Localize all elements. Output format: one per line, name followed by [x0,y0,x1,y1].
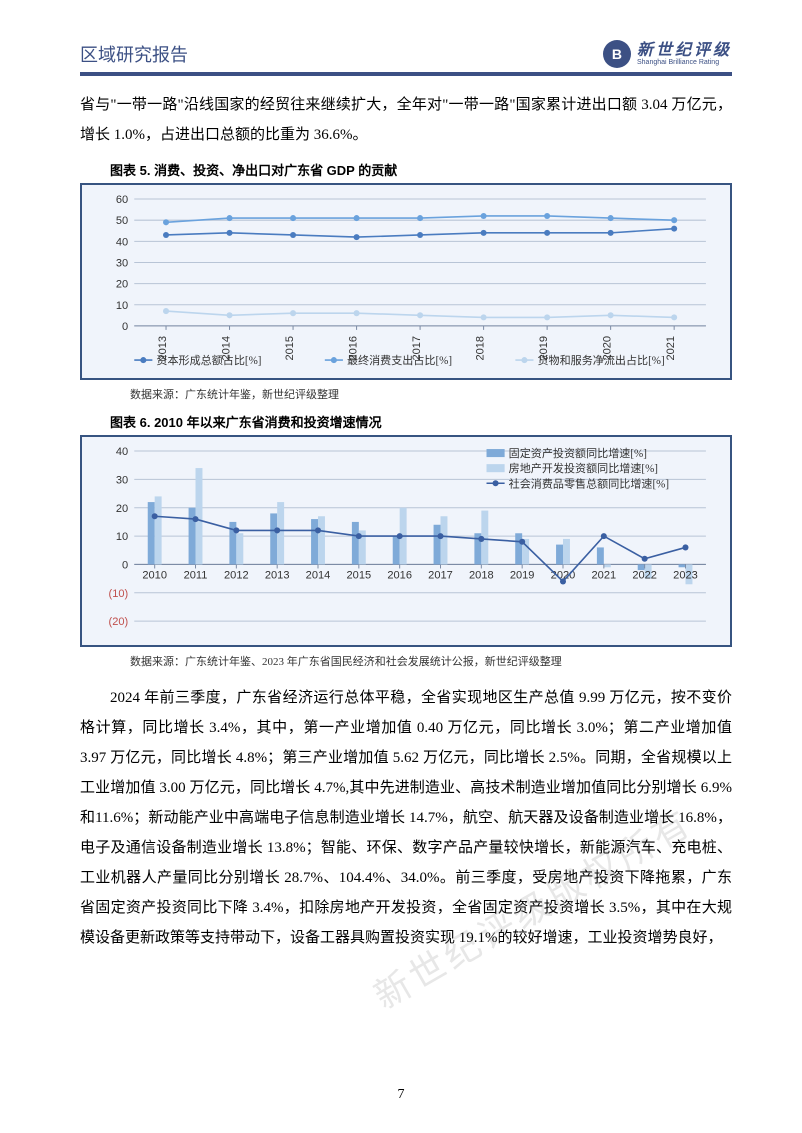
svg-text:2014: 2014 [306,570,331,582]
logo-text: 新世纪评级 Shanghai Brilliance Rating [637,43,732,66]
chart5-box: 0102030405060201320142015201620172018201… [80,183,732,380]
logo-icon: B [603,40,631,68]
svg-text:资本形成总额占比[%]: 资本形成总额占比[%] [156,353,261,367]
svg-text:2013: 2013 [265,570,290,582]
svg-text:房地产开发投资额同比增速[%]: 房地产开发投资额同比增速[%] [509,461,658,475]
chart5-caption: 图表 5. 消费、投资、净出口对广东省 GDP 的贡献 [110,160,732,179]
svg-text:(20): (20) [109,616,129,628]
chart6-box: (20) (10) 0 10 20 30 40 2010 2011 2012 2013 2014 201… [80,435,732,647]
svg-text:2012: 2012 [224,570,249,582]
chart6-source: 数据来源：广东统计年鉴、2023 年广东省国民经济和社会发展统计公报，新世纪评级… [130,653,732,669]
svg-text:2018: 2018 [475,336,487,361]
main-paragraph: 2024 年前三季度，广东省经济运行总体平稳，全省实现地区生产总值 9.99 万… [80,683,732,953]
svg-text:0: 0 [122,321,128,333]
header-logo: B 新世纪评级 Shanghai Brilliance Rating [603,40,732,68]
svg-text:40: 40 [116,446,128,458]
svg-text:2019: 2019 [510,570,535,582]
svg-text:50: 50 [116,215,128,227]
page-number: 7 [0,1087,802,1103]
svg-text:20: 20 [116,503,128,515]
svg-text:(10): (10) [109,588,129,600]
svg-text:社会消费品零售总额同比增速[%]: 社会消费品零售总额同比增速[%] [509,476,669,490]
svg-text:2010: 2010 [142,570,167,582]
svg-text:2021: 2021 [665,336,677,361]
svg-text:2022: 2022 [632,570,657,582]
svg-text:2023: 2023 [673,570,698,582]
svg-text:2017: 2017 [428,570,453,582]
svg-text:40: 40 [116,236,128,248]
page-header: 区域研究报告 B 新世纪评级 Shanghai Brilliance Ratin… [80,40,732,76]
chart5-source: 数据来源：广东统计年鉴，新世纪评级整理 [130,386,732,402]
svg-text:2016: 2016 [387,570,412,582]
svg-text:10: 10 [116,300,128,312]
svg-text:60: 60 [116,194,128,206]
intro-paragraph: 省与"一带一路"沿线国家的经贸往来继续扩大，全年对"一带一路"国家累计进出口额 … [80,90,732,150]
svg-text:最终消费支出占比[%]: 最终消费支出占比[%] [347,353,452,367]
chart6-svg: (20) (10) 0 10 20 30 40 2010 2011 2012 2013 2014 201… [94,443,718,639]
header-title: 区域研究报告 [80,41,188,67]
logo-en: Shanghai Brilliance Rating [637,59,732,66]
logo-cn: 新世纪评级 [637,43,732,59]
svg-text:0: 0 [122,560,128,572]
svg-text:固定资产投资额同比增速[%]: 固定资产投资额同比增速[%] [509,446,647,460]
svg-text:2018: 2018 [469,570,494,582]
svg-text:2021: 2021 [592,570,617,582]
svg-text:2011: 2011 [184,570,208,582]
chart6-caption: 图表 6. 2010 年以来广东省消费和投资增速情况 [110,412,732,431]
svg-text:货物和服务净流出占比[%]: 货物和服务净流出占比[%] [538,353,665,367]
svg-text:30: 30 [116,475,128,487]
svg-text:30: 30 [116,257,128,269]
svg-text:2015: 2015 [284,336,296,361]
svg-text:2015: 2015 [347,570,372,582]
svg-text:20: 20 [116,279,128,291]
svg-text:10: 10 [116,531,128,543]
chart5-svg: 0102030405060201320142015201620172018201… [94,191,718,372]
